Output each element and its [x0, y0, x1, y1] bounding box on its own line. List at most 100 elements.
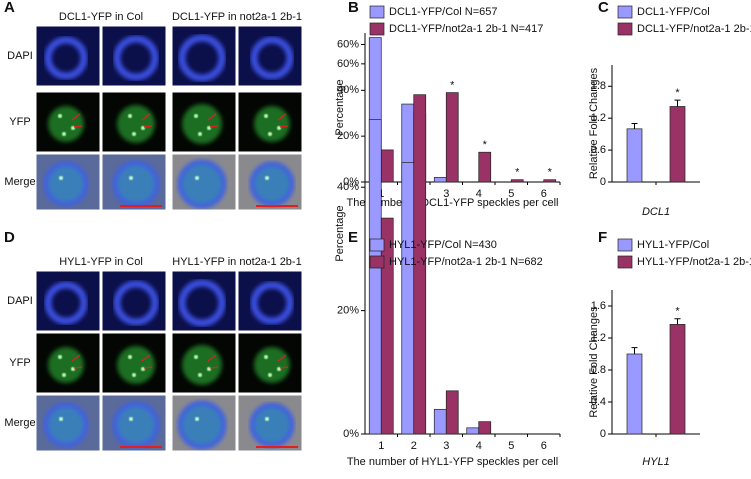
panel-label: B: [348, 0, 359, 16]
image-border: [171, 332, 237, 394]
arrow: [279, 366, 289, 369]
micrograph-content: [172, 271, 236, 331]
micrograph: [35, 394, 101, 452]
significance-marker: *: [675, 306, 680, 318]
category-label: HYL1: [642, 456, 670, 468]
column-header: DCL1-YFP in not2a-1 2b-1: [172, 11, 302, 23]
y-tick-label: 60%: [337, 58, 359, 70]
image-border: [237, 153, 303, 211]
x-tick-label: 5: [508, 188, 514, 200]
legend-swatch: [617, 255, 633, 269]
legend-swatch: [617, 5, 633, 19]
speckle: [58, 355, 62, 359]
micrograph-content: [172, 395, 236, 451]
arrow: [207, 354, 217, 362]
nucleus: [48, 106, 84, 142]
micrograph-content: [102, 333, 166, 393]
micrograph: [237, 91, 303, 153]
x-tick-label: 6: [541, 188, 547, 200]
nucleus: [117, 346, 155, 384]
arrow: [71, 113, 81, 121]
micrograph-content: [172, 92, 236, 152]
micrograph-content: [238, 271, 302, 331]
bar: [433, 177, 447, 183]
micrograph-content: [36, 26, 100, 86]
micrograph-content: [172, 154, 236, 210]
speckle: [198, 132, 202, 136]
micrograph-content: [36, 271, 100, 331]
image-border: [101, 332, 167, 394]
micrograph: [101, 394, 167, 452]
micrograph-content: [36, 395, 100, 451]
row-label: DAPI: [7, 50, 33, 62]
image-border: [237, 332, 303, 394]
column-header: HYL1-YFP in Col: [59, 256, 143, 268]
nucleus: [178, 34, 226, 82]
micrograph-content: [172, 26, 236, 86]
micrograph: [35, 153, 101, 211]
image-border: [35, 25, 101, 87]
speckle: [62, 373, 66, 377]
micrograph: [35, 91, 101, 153]
x-tick-label: 3: [443, 440, 449, 452]
legend-label: HYL1-YFP/Col N=430: [389, 239, 497, 251]
speckle: [59, 176, 63, 180]
bar: [445, 92, 459, 183]
micrograph-content: [238, 333, 302, 393]
arrow: [141, 354, 151, 362]
speckle: [194, 355, 198, 359]
bar: [543, 179, 557, 183]
nucleus: [249, 402, 295, 448]
bar: [478, 151, 492, 183]
significance-marker: *: [450, 80, 455, 92]
arrow: [279, 125, 289, 128]
legend-label: DCL1-YFP/Col N=657: [389, 6, 498, 18]
micrograph-content: [102, 271, 166, 331]
image-border: [237, 91, 303, 153]
image-border: [101, 270, 167, 332]
x-tick-label: 5: [508, 440, 514, 452]
y-tick-label: 0%: [343, 176, 359, 188]
y-axis-label: Percentage: [334, 205, 346, 261]
x-axis-label: The number of DCL1-YFP speckles per cell: [347, 197, 559, 209]
image-border: [35, 332, 101, 394]
image-border: [35, 394, 101, 452]
row-label: YFP: [9, 116, 30, 128]
x-tick-label: 3: [443, 188, 449, 200]
micrograph: [237, 394, 303, 452]
panel-label: C: [598, 0, 609, 16]
panel-label: A: [4, 0, 15, 16]
nucleus: [254, 106, 290, 142]
nucleus: [43, 161, 89, 207]
legend-swatch: [369, 238, 385, 252]
error-bar: [674, 318, 681, 325]
bar: [626, 128, 643, 183]
column-header: DCL1-YFP in Col: [59, 11, 143, 23]
image-border: [35, 270, 101, 332]
y-tick-label: 0: [600, 428, 606, 440]
nucleus: [249, 161, 295, 207]
arrow: [277, 113, 287, 121]
bar: [466, 427, 480, 435]
micrograph: [101, 332, 167, 394]
micrograph: [101, 91, 167, 153]
micrograph-content: [102, 154, 166, 210]
legend-label: HYL1-YFP/Col: [637, 239, 709, 251]
speckle: [62, 132, 66, 136]
x-axis-label: The number of HYL1-YFP speckles per cell: [347, 456, 558, 468]
arrow: [277, 354, 287, 362]
micrograph: [237, 270, 303, 332]
bar: [368, 119, 382, 435]
nucleus: [112, 160, 160, 208]
micrograph: [101, 153, 167, 211]
arrow: [73, 366, 83, 369]
bar: [445, 390, 459, 435]
speckle: [132, 373, 136, 377]
micrograph-content: [36, 333, 100, 393]
nucleus: [44, 281, 88, 325]
row-label: DAPI: [7, 295, 33, 307]
micrograph: [101, 25, 167, 87]
micrograph: [237, 153, 303, 211]
speckle: [264, 355, 268, 359]
arrow: [209, 366, 219, 369]
